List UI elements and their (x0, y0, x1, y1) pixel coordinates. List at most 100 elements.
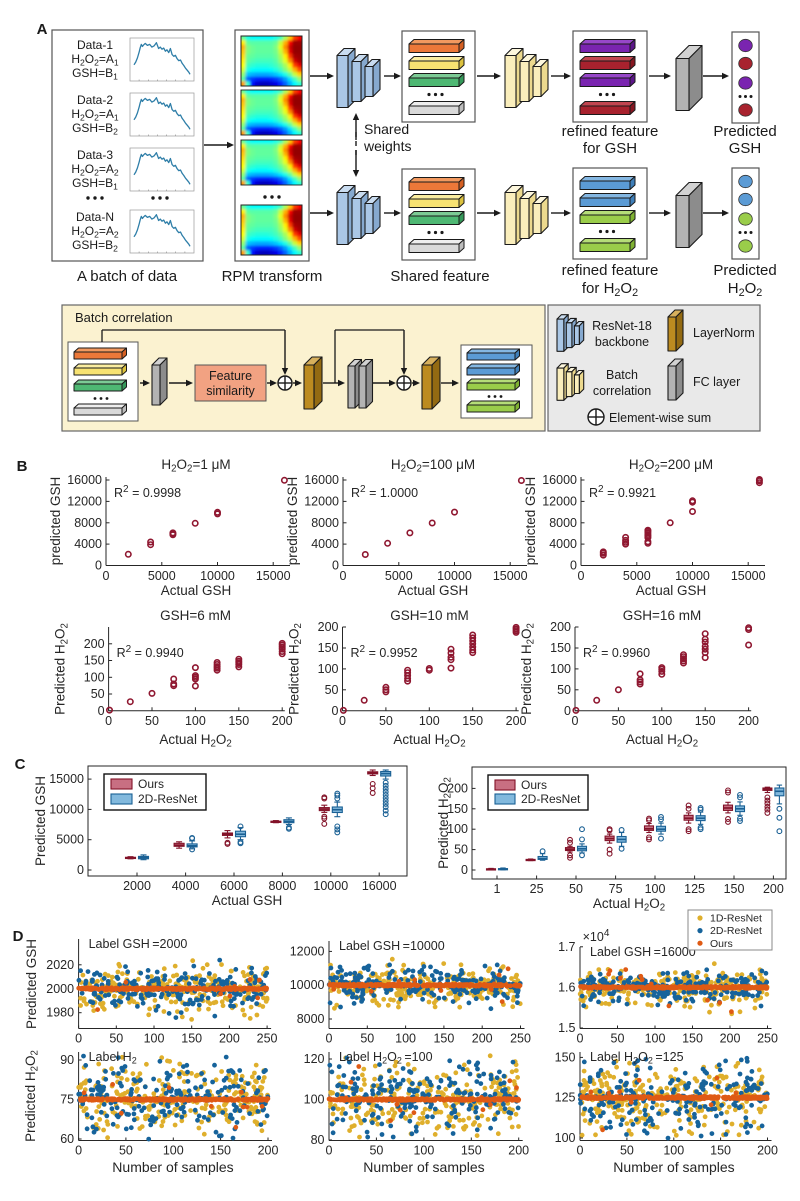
svg-text:Data-2: Data-2 (77, 93, 113, 107)
svg-text:A: A (37, 21, 48, 38)
svg-text:Label H2O2 =125: Label H2O2 =125 (590, 1050, 684, 1066)
svg-text:GSH=B1: GSH=B1 (72, 66, 118, 81)
svg-text:200: 200 (508, 1144, 529, 1158)
svg-text:50: 50 (325, 683, 339, 697)
svg-text:Shared: Shared (364, 121, 409, 137)
svg-text:100: 100 (185, 714, 206, 728)
svg-text:100: 100 (419, 714, 440, 728)
svg-text:200: 200 (506, 714, 527, 728)
svg-text:125: 125 (684, 882, 705, 896)
svg-text:50: 50 (119, 1144, 133, 1158)
svg-text:1.7: 1.7 (558, 940, 575, 954)
svg-text:250: 250 (757, 1032, 778, 1046)
svg-text:100: 100 (663, 1144, 684, 1158)
svg-text:FC layer: FC layer (693, 375, 740, 389)
svg-text:50: 50 (360, 1032, 374, 1046)
svg-text:0: 0 (577, 1144, 584, 1158)
svg-text:2020: 2020 (46, 958, 74, 972)
svg-text:200: 200 (272, 714, 293, 728)
svg-text:16000: 16000 (67, 473, 102, 487)
svg-text:8000: 8000 (74, 516, 102, 530)
svg-text:B: B (17, 458, 28, 475)
svg-text:150: 150 (447, 802, 468, 816)
svg-text:×104: ×104 (583, 928, 610, 944)
svg-text:4000: 4000 (311, 537, 339, 551)
svg-text:0: 0 (332, 704, 339, 718)
svg-text:50: 50 (369, 1144, 383, 1158)
svg-text:Predicted GSH: Predicted GSH (24, 939, 39, 1029)
svg-text:50: 50 (611, 1032, 625, 1046)
svg-text:Predicted: Predicted (713, 262, 776, 279)
svg-text:Number of samples: Number of samples (112, 1159, 233, 1175)
svg-text:150: 150 (181, 1032, 202, 1046)
svg-text:10000: 10000 (675, 569, 710, 583)
svg-text:250: 250 (510, 1032, 531, 1046)
svg-text:50: 50 (109, 1032, 123, 1046)
svg-text:0: 0 (75, 1144, 82, 1158)
svg-text:50: 50 (379, 714, 393, 728)
svg-text:200: 200 (757, 1144, 778, 1158)
svg-text:R2 = 0.9952: R2 = 0.9952 (351, 644, 418, 660)
svg-text:Label GSH =2000: Label GSH =2000 (89, 937, 188, 951)
svg-text:GSH: GSH (729, 140, 762, 157)
svg-text:150: 150 (695, 714, 716, 728)
svg-text:4000: 4000 (172, 879, 200, 893)
svg-text:150: 150 (228, 714, 249, 728)
svg-text:Element-wise sum: Element-wise sum (609, 411, 711, 425)
svg-text:100: 100 (645, 882, 666, 896)
svg-text:similarity: similarity (206, 384, 255, 398)
svg-text:Ours: Ours (710, 938, 733, 950)
svg-text:Label GSH =10000: Label GSH =10000 (339, 939, 445, 953)
svg-text:200: 200 (318, 620, 339, 634)
svg-text:1.5: 1.5 (558, 1021, 575, 1035)
svg-text:10000: 10000 (49, 802, 84, 816)
svg-text:GSH=B2: GSH=B2 (72, 121, 118, 136)
svg-text:200: 200 (447, 781, 468, 795)
svg-text:0: 0 (103, 569, 110, 583)
svg-text:Predicted H2O2: Predicted H2O2 (436, 777, 454, 869)
svg-text:200: 200 (550, 620, 571, 634)
svg-text:75: 75 (60, 1093, 74, 1107)
svg-text:GSH=B1: GSH=B1 (72, 176, 118, 191)
svg-text:H2O2=A2: H2O2=A2 (71, 162, 119, 177)
svg-text:12000: 12000 (304, 494, 339, 508)
svg-text:0: 0 (570, 559, 577, 573)
svg-text:0: 0 (577, 1032, 584, 1046)
svg-text:correlation: correlation (593, 384, 651, 398)
svg-text:H2O2=100 μM: H2O2=100 μM (391, 457, 475, 475)
svg-text:16000: 16000 (362, 879, 397, 893)
svg-text:weights: weights (363, 138, 411, 154)
svg-text:predicted GSH: predicted GSH (48, 477, 63, 566)
svg-text:8000: 8000 (549, 516, 577, 530)
svg-text:50: 50 (557, 683, 571, 697)
svg-text:Data-N: Data-N (76, 210, 114, 224)
svg-text:Predicted: Predicted (713, 123, 776, 140)
svg-text:R2 = 0.9960: R2 = 0.9960 (583, 644, 650, 660)
svg-text:0: 0 (340, 569, 347, 583)
svg-text:100: 100 (144, 1032, 165, 1046)
svg-text:125: 125 (555, 1091, 576, 1105)
svg-text:RPM transform: RPM transform (222, 268, 323, 285)
svg-text:120: 120 (304, 1052, 325, 1066)
svg-text:refined feature: refined feature (562, 123, 659, 140)
svg-text:0: 0 (332, 559, 339, 573)
svg-text:D: D (13, 928, 24, 945)
svg-text:for H2O2: for H2O2 (582, 280, 638, 299)
svg-text:25: 25 (530, 882, 544, 896)
svg-text:1980: 1980 (46, 1006, 74, 1020)
svg-text:5000: 5000 (56, 833, 84, 847)
svg-text:R2 = 1.0000: R2 = 1.0000 (351, 484, 418, 500)
svg-text:15000: 15000 (256, 569, 291, 583)
svg-text:10000: 10000 (313, 879, 348, 893)
svg-text:5000: 5000 (148, 569, 176, 583)
svg-text:LayerNorm: LayerNorm (693, 326, 755, 340)
svg-text:0: 0 (572, 714, 579, 728)
svg-text:75: 75 (609, 882, 623, 896)
svg-text:H2O2: H2O2 (728, 280, 763, 299)
svg-text:0: 0 (326, 1144, 333, 1158)
svg-text:100: 100 (395, 1032, 416, 1046)
svg-text:Predicted GSH: Predicted GSH (33, 776, 48, 866)
svg-text:50: 50 (620, 1144, 634, 1158)
svg-text:1.6: 1.6 (558, 980, 575, 994)
svg-text:150: 150 (462, 714, 483, 728)
